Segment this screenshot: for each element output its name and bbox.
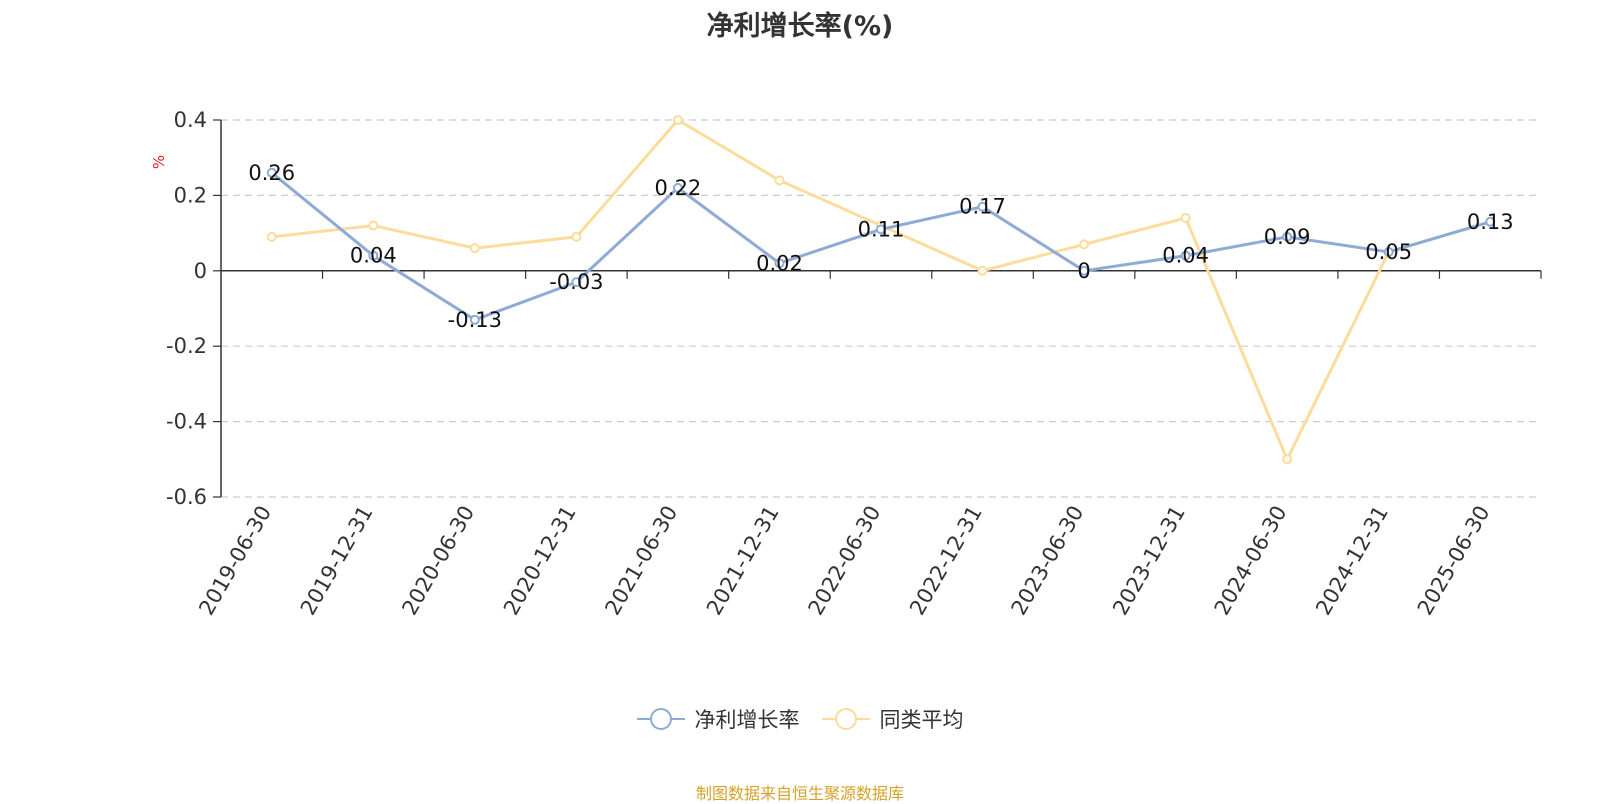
data-point xyxy=(266,231,277,242)
data-label: 0 xyxy=(1077,259,1090,283)
y-tick-label: 0.2 xyxy=(174,183,207,207)
y-tick-label: -0.6 xyxy=(166,485,207,509)
legend-marker-icon xyxy=(821,708,870,730)
x-tick-label: 2022-06-30 xyxy=(804,502,886,620)
x-tick-label: 2021-06-30 xyxy=(600,502,682,620)
data-label: 0.22 xyxy=(655,176,702,200)
x-tick-label: 2020-06-30 xyxy=(397,502,479,620)
data-label: 0.13 xyxy=(1467,210,1514,234)
x-tick-label: 2024-06-30 xyxy=(1210,502,1292,620)
data-point xyxy=(977,201,988,212)
x-tick-label: 2019-12-31 xyxy=(296,502,378,620)
data-point xyxy=(672,115,683,125)
gridlines xyxy=(221,119,1541,498)
y-tick-label: -0.2 xyxy=(166,334,207,358)
data-point xyxy=(672,182,683,193)
data-point xyxy=(774,175,785,186)
y-axis-label: % xyxy=(150,155,168,169)
x-tick-label: 2019-06-30 xyxy=(194,502,276,620)
data-point xyxy=(1180,213,1191,224)
data-label: 0.04 xyxy=(1162,244,1209,268)
data-label: 0.05 xyxy=(1365,240,1412,264)
data-label: 0.11 xyxy=(858,217,905,241)
legend-marker-icon xyxy=(636,708,685,730)
legend: 净利增长率 同类平均 xyxy=(0,704,1600,734)
data-label: 0.26 xyxy=(248,161,295,185)
series-line xyxy=(271,118,1491,461)
data-point xyxy=(1079,239,1090,250)
data-label: 0.09 xyxy=(1264,225,1311,249)
data-label: -0.13 xyxy=(448,308,502,332)
x-tick-label: 2025-06-30 xyxy=(1413,502,1495,620)
data-point xyxy=(774,258,785,269)
y-tick-label: -0.4 xyxy=(166,410,207,434)
data-point xyxy=(571,277,582,288)
y-tick-label: 0.4 xyxy=(174,108,207,132)
x-tick-label: 2023-06-30 xyxy=(1007,502,1089,620)
data-point xyxy=(266,167,277,178)
data-point xyxy=(977,265,988,276)
chart-title: 净利增长率(%) xyxy=(706,11,894,42)
data-point xyxy=(1282,454,1293,465)
data-point xyxy=(571,231,582,242)
data-point xyxy=(469,243,480,254)
data-label: -0.03 xyxy=(549,270,603,294)
legend-item[interactable]: 同类平均 xyxy=(821,704,964,734)
data-labels: 0.26 0.04 -0.13 -0.03 0.22 0.02 0.11 0.17 0 0.04 0… xyxy=(248,161,1513,332)
data-point xyxy=(1383,246,1394,257)
series xyxy=(266,115,1496,465)
source-note: 制图数据来自恒生聚源数据库 xyxy=(695,784,904,803)
data-point xyxy=(1180,250,1191,261)
legend-circle xyxy=(649,708,672,730)
x-tick-label: 2022-12-31 xyxy=(905,502,987,620)
data-point xyxy=(876,224,886,235)
legend-circle xyxy=(834,708,857,730)
data-point xyxy=(469,314,480,325)
data-point xyxy=(368,250,379,261)
legend-label: 同类平均 xyxy=(879,708,964,732)
data-point xyxy=(1282,231,1293,242)
data-point xyxy=(1079,265,1090,276)
x-tick-label: 2020-12-31 xyxy=(499,502,581,620)
x-tick-label: 2024-12-31 xyxy=(1311,502,1393,620)
data-point xyxy=(1485,216,1496,227)
x-tick-label: 2023-12-31 xyxy=(1108,502,1190,620)
data-label: 0.04 xyxy=(350,244,397,268)
legend-item[interactable]: 净利增长率 xyxy=(636,704,800,734)
legend-label: 净利增长率 xyxy=(694,708,800,732)
data-point xyxy=(368,220,379,231)
data-label: 0.17 xyxy=(959,195,1006,219)
x-tick-label: 2021-12-31 xyxy=(702,502,784,620)
y-tick-label: 0 xyxy=(194,259,207,283)
data-label: 0.02 xyxy=(756,251,803,275)
